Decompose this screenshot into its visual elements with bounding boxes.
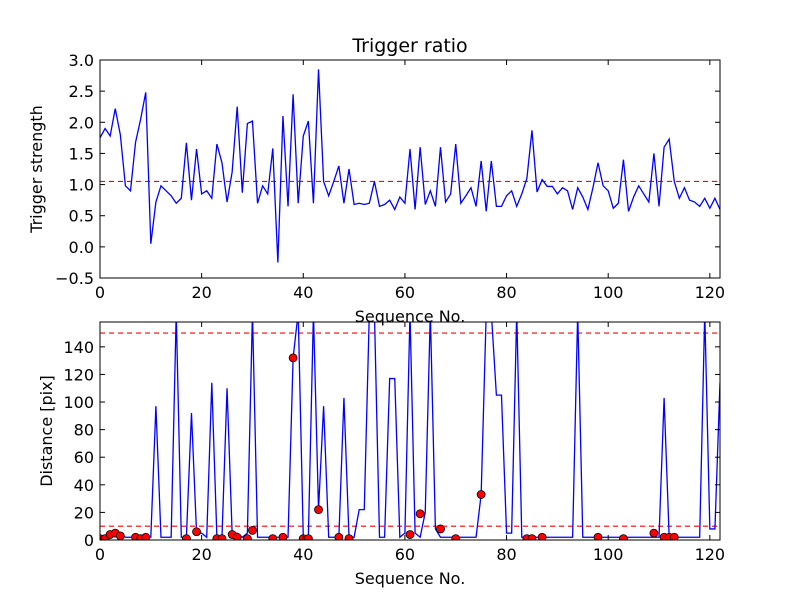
marker-point [314, 505, 323, 515]
y-tick-label: 0.5 [69, 207, 94, 226]
marker-point [537, 532, 547, 540]
y-tick-label: 2.0 [69, 113, 94, 132]
bottom-x-axis: 0 20 40 60 80 100 120 [95, 322, 725, 564]
marker-point [115, 531, 125, 540]
marker-point [242, 534, 252, 540]
top-plot-frame [99, 59, 721, 279]
y-tick-label: 120 [63, 365, 94, 384]
bottom-chart-plot-area [100, 322, 720, 540]
marker-point [669, 532, 679, 540]
marker-point [181, 534, 191, 540]
y-tick-label: 40 [74, 476, 94, 495]
marker-point [248, 525, 257, 535]
top-series-line [99, 69, 721, 263]
bottom-series-line [100, 322, 720, 539]
marker-point [451, 534, 461, 540]
marker-point [593, 532, 603, 540]
top-y-axis: −0.5 0.0 0.5 1.0 1.5 2.0 2.5 3.0 [55, 51, 720, 288]
marker-point [303, 534, 313, 540]
marker-point [436, 524, 445, 534]
marker-point [415, 509, 425, 519]
x-tick-label: 60 [395, 545, 415, 564]
marker-point [476, 490, 486, 499]
bottom-y-axis-label: Distance [pix] [37, 375, 56, 487]
y-tick-label: 60 [74, 448, 94, 467]
top-chart: Trigger ratio 0 20 40 60 80 100 120 −0.5 0.0 0.5… [27, 35, 725, 326]
y-tick-label: 100 [63, 393, 94, 412]
marker-point [334, 532, 344, 540]
x-tick-label: 80 [496, 283, 516, 302]
y-tick-label: 20 [74, 503, 94, 522]
y-tick-label: 1.5 [69, 144, 94, 163]
marker-point [141, 532, 151, 540]
marker-point [192, 527, 201, 537]
bottom-markers [100, 353, 679, 540]
y-tick-label: 3.0 [69, 51, 94, 70]
marker-point [232, 532, 242, 540]
x-tick-label: 100 [593, 545, 624, 564]
top-x-axis-label: Sequence No. [355, 307, 466, 326]
marker-point [405, 530, 415, 539]
x-tick-label: 40 [293, 283, 313, 302]
x-tick-label: 40 [293, 545, 313, 564]
bottom-plot-frame [99, 321, 721, 541]
top-y-axis-label: Trigger strength [27, 105, 46, 234]
y-tick-label: 0 [84, 531, 94, 550]
x-tick-label: 120 [695, 545, 726, 564]
x-tick-label: 100 [593, 283, 624, 302]
marker-point [288, 353, 298, 363]
x-tick-label: 60 [395, 283, 415, 302]
y-tick-label: 140 [63, 338, 94, 357]
top-x-axis: 0 20 40 60 80 100 120 [95, 60, 725, 302]
marker-point [217, 534, 227, 540]
y-tick-label: 2.5 [69, 82, 94, 101]
marker-point [344, 534, 354, 540]
x-tick-label: 120 [695, 283, 726, 302]
bottom-x-axis-label: Sequence No. [355, 569, 466, 588]
y-tick-label: −0.5 [55, 269, 94, 288]
x-tick-label: 0 [95, 283, 105, 302]
marker-point [527, 534, 537, 540]
top-chart-plot-area [99, 59, 721, 279]
marker-point [268, 534, 278, 540]
x-tick-label: 80 [496, 545, 516, 564]
y-tick-label: 80 [74, 421, 94, 440]
x-tick-label: 20 [191, 283, 211, 302]
marker-point [278, 532, 288, 540]
y-tick-label: 1.0 [69, 176, 94, 195]
y-tick-label: 0.0 [69, 238, 94, 257]
x-tick-label: 20 [191, 545, 211, 564]
marker-point [619, 534, 628, 540]
marker-point [649, 528, 659, 538]
top-chart-title: Trigger ratio [351, 35, 467, 57]
bottom-y-axis: 0 20 40 60 80 100 120 140 [63, 338, 720, 550]
x-tick-label: 0 [95, 545, 105, 564]
bottom-chart: 0 20 40 60 80 100 120 0 20 40 60 80 100 120 140 Seque… [37, 321, 725, 588]
